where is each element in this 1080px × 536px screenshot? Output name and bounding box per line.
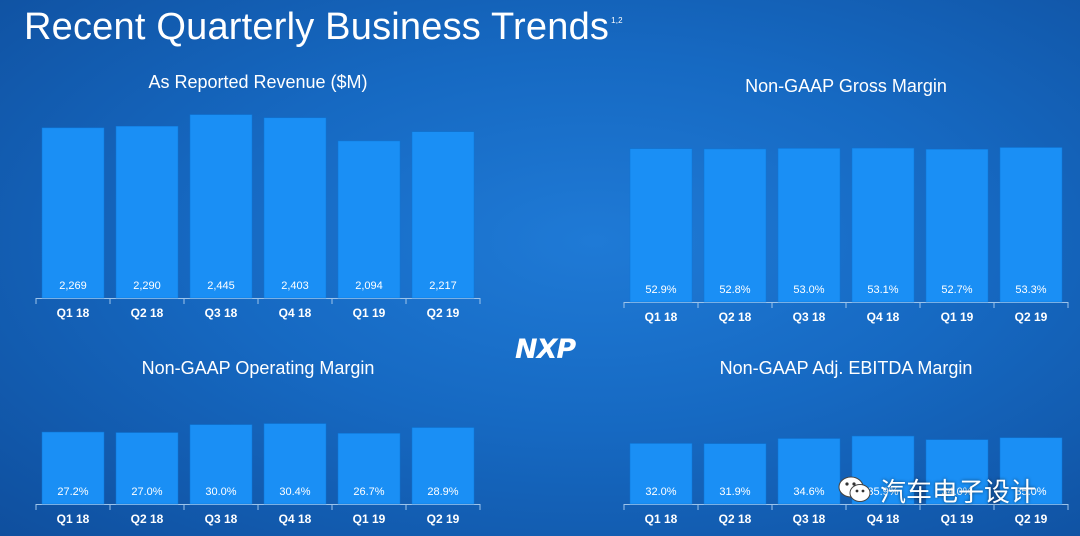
ebitda-margin-data-label: 35.0% — [1015, 486, 1046, 498]
gross-margin-tick-label: Q3 18 — [793, 310, 826, 324]
page-title-text: Recent Quarterly Business Trends — [24, 6, 610, 48]
ebitda-margin-bar-q2-18 — [703, 443, 767, 505]
operating-margin-data-label: 28.9% — [427, 486, 458, 498]
operating-margin-chart-plot: 27.2% Q1 18 27.0% Q2 18 30.0% Q3 18 30.4% Q4 18… — [35, 423, 481, 526]
ebitda-margin-chart-title: Non-GAAP Adj. EBITDA Margin — [719, 358, 973, 378]
operating-margin-data-label: 26.7% — [353, 486, 384, 498]
ebitda-margin-tick-label: Q1 19 — [941, 512, 974, 526]
ebitda-margin-data-label: 32.0% — [645, 486, 676, 498]
gross-margin-data-label: 52.8% — [719, 284, 750, 296]
ebitda-margin-data-label: 35.9% — [867, 486, 898, 498]
gross-margin-data-label: 52.7% — [941, 284, 972, 296]
operating-margin-bar-q1-19 — [337, 433, 401, 505]
ebitda-margin-tick-label: Q2 18 — [719, 512, 752, 526]
ebitda-margin-tick-label: Q3 18 — [793, 512, 826, 526]
operating-margin-chart-title: Non-GAAP Operating Margin — [141, 358, 375, 378]
operating-margin-bar-q3-18 — [189, 424, 253, 505]
page-title: Recent Quarterly Business Trends 1,2 — [24, 6, 623, 49]
gross-margin-bar-q2-18 — [703, 148, 767, 303]
gross-margin-tick-label: Q2 19 — [1015, 310, 1048, 324]
revenue-data-label: 2,217 — [429, 280, 457, 292]
operating-margin-chart: Non-GAAP Operating Margin 27.2% Q1 18 27.0… — [30, 356, 486, 532]
operating-margin-tick-label: Q1 19 — [353, 512, 386, 526]
gross-margin-bar-q2-19 — [999, 147, 1063, 303]
gross-margin-tick-label: Q1 19 — [941, 310, 974, 324]
revenue-data-label: 2,403 — [281, 280, 309, 292]
ebitda-margin-data-label: 34.0% — [941, 486, 972, 498]
revenue-tick-label: Q2 18 — [131, 306, 164, 320]
revenue-data-label: 2,094 — [355, 280, 383, 292]
gross-margin-data-label: 53.0% — [793, 284, 824, 296]
operating-margin-tick-label: Q2 19 — [427, 512, 460, 526]
revenue-chart-plot: 2,269 Q1 18 2,290 Q2 18 2,445 Q3 18 2,403 Q4 18… — [35, 114, 481, 320]
revenue-bar-q2-18 — [115, 126, 179, 299]
watermark-text: 汽车电子设计 — [880, 477, 1037, 508]
gross-margin-tick-label: Q4 18 — [867, 310, 900, 324]
revenue-tick-label: Q1 18 — [57, 306, 90, 320]
operating-margin-data-label: 30.4% — [279, 486, 310, 498]
revenue-bar-q3-18 — [189, 114, 253, 299]
ebitda-margin-chart-plot: 32.0% Q1 18 31.9% Q2 18 34.6% Q3 18 35.9% Q4 18… — [623, 435, 1069, 526]
title-footnote: 1,2 — [611, 16, 623, 25]
operating-margin-data-label: 30.0% — [205, 486, 236, 498]
ebitda-margin-tick-label: Q1 18 — [645, 512, 678, 526]
operating-margin-tick-label: Q2 18 — [131, 512, 164, 526]
revenue-bar-q1-19 — [337, 140, 401, 299]
ebitda-margin-data-label: 31.9% — [719, 486, 750, 498]
operating-margin-bar-q2-18 — [115, 432, 179, 505]
gross-margin-tick-label: Q1 18 — [645, 310, 678, 324]
ebitda-margin-bar-q3-18 — [777, 438, 841, 505]
gross-margin-chart: Non-GAAP Gross Margin 52.9% Q1 18 52.8% Q2 … — [618, 72, 1074, 334]
ebitda-margin-tick-label: Q4 18 — [867, 512, 900, 526]
operating-margin-data-label: 27.2% — [57, 486, 88, 498]
operating-margin-tick-label: Q4 18 — [279, 512, 312, 526]
gross-margin-data-label: 52.9% — [645, 284, 676, 296]
gross-margin-chart-plot: 52.9% Q1 18 52.8% Q2 18 53.0% Q3 18 53.1% Q4 18… — [623, 147, 1069, 324]
revenue-tick-label: Q1 19 — [353, 306, 386, 320]
ebitda-margin-data-label: 34.6% — [793, 486, 824, 498]
ebitda-margin-bar-q1-19 — [925, 439, 989, 505]
revenue-chart-title: As Reported Revenue ($M) — [148, 72, 368, 92]
ebitda-margin-tick-label: Q2 19 — [1015, 512, 1048, 526]
gross-margin-chart-title: Non-GAAP Gross Margin — [745, 76, 947, 96]
operating-margin-bar-q2-19 — [411, 427, 475, 505]
revenue-bar-q4-18 — [263, 117, 327, 299]
revenue-bar-q1-18 — [41, 127, 105, 299]
revenue-data-label: 2,445 — [207, 280, 235, 292]
gross-margin-data-label: 53.1% — [867, 284, 898, 296]
gross-margin-bar-q3-18 — [777, 148, 841, 303]
watermark: 汽车电子设计 — [838, 472, 1036, 508]
ebitda-margin-bar-q1-18 — [629, 443, 693, 505]
revenue-tick-label: Q3 18 — [205, 306, 238, 320]
wechat-icon — [838, 475, 872, 505]
revenue-tick-label: Q2 19 — [427, 306, 460, 320]
operating-margin-data-label: 27.0% — [131, 486, 162, 498]
revenue-data-label: 2,290 — [133, 280, 161, 292]
operating-margin-bar-q4-18 — [263, 423, 327, 505]
operating-margin-bar-q1-18 — [41, 431, 105, 505]
revenue-bar-q2-19 — [411, 131, 475, 299]
operating-margin-tick-label: Q3 18 — [205, 512, 238, 526]
revenue-data-label: 2,269 — [59, 280, 87, 292]
ebitda-margin-chart: Non-GAAP Adj. EBITDA Margin 32.0% Q1 18 31… — [618, 356, 1074, 532]
nxp-logo: NXP — [515, 334, 576, 365]
revenue-tick-label: Q4 18 — [279, 306, 312, 320]
gross-margin-bar-q1-19 — [925, 149, 989, 303]
revenue-chart: As Reported Revenue ($M) 2,269 Q1 18 2,290… — [30, 68, 486, 330]
ebitda-margin-bar-q2-19 — [999, 437, 1063, 505]
operating-margin-tick-label: Q1 18 — [57, 512, 90, 526]
gross-margin-data-label: 53.3% — [1015, 284, 1046, 296]
gross-margin-bar-q1-18 — [629, 148, 693, 303]
gross-margin-bar-q4-18 — [851, 147, 915, 303]
gross-margin-tick-label: Q2 18 — [719, 310, 752, 324]
